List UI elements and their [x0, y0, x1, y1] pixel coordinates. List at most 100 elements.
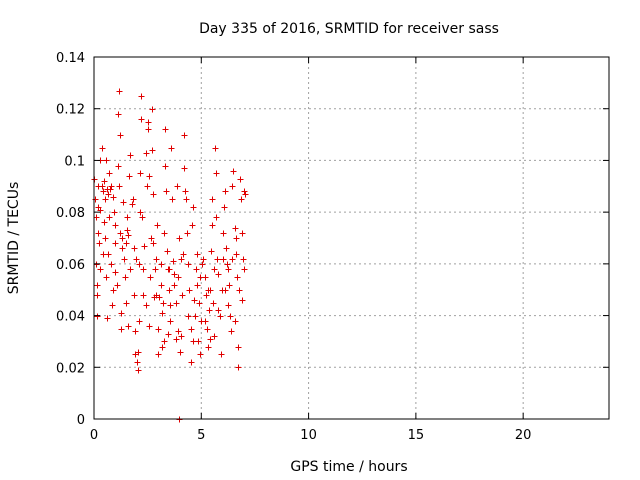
data-point: [209, 222, 216, 229]
data-point: [162, 126, 169, 133]
data-point: [125, 232, 132, 239]
data-point: [167, 318, 174, 325]
data-point: [196, 300, 203, 307]
plot-frame: [93, 56, 610, 420]
data-point: [105, 251, 112, 258]
data-point: [215, 307, 222, 314]
data-point: [218, 351, 225, 358]
x-axis-label: GPS time / hours: [290, 459, 407, 475]
data-point: [161, 230, 168, 237]
data-point: [155, 326, 162, 333]
data-point: [147, 274, 154, 281]
data-point: [220, 256, 227, 263]
data-point: [182, 188, 189, 195]
data-point: [160, 300, 167, 307]
data-point: [108, 261, 115, 268]
data-point: [230, 168, 237, 175]
data-point: [202, 318, 209, 325]
data-point: [146, 323, 153, 330]
data-point: [202, 274, 209, 281]
data-point: [199, 261, 206, 268]
data-point: [204, 326, 211, 333]
data-point: [171, 282, 178, 289]
data-point: [131, 245, 138, 252]
data-point: [186, 287, 193, 294]
data-point: [165, 266, 172, 273]
y-axis-label: SRMTID / TECUs: [6, 182, 22, 295]
data-point: [197, 351, 204, 358]
data-point: [242, 191, 249, 198]
data-point: [190, 338, 197, 345]
chart-title: Day 335 of 2016, SRMTID for receiver sas…: [199, 21, 499, 37]
data-point: [222, 287, 229, 294]
data-point: [145, 126, 152, 133]
y-tick-label: 0.04: [56, 310, 85, 325]
x-tick-label: 10: [300, 428, 317, 443]
data-point: [205, 287, 212, 294]
data-point: [136, 318, 143, 325]
data-point: [97, 266, 104, 273]
x-tick-label: 0: [90, 428, 98, 443]
data-point: [189, 222, 196, 229]
data-point: [119, 245, 126, 252]
data-point: [161, 338, 168, 345]
data-point: [150, 191, 157, 198]
data-point: [117, 132, 124, 139]
data-point: [210, 300, 217, 307]
data-point: [158, 261, 165, 268]
data-point: [141, 243, 148, 250]
data-point: [119, 235, 126, 242]
data-point: [179, 292, 186, 299]
data-point: [175, 274, 182, 281]
data-point: [112, 222, 119, 229]
data-point: [143, 302, 150, 309]
data-point: [212, 145, 219, 152]
data-point: [188, 359, 195, 366]
data-point: [109, 302, 116, 309]
data-point: [94, 282, 101, 289]
data-point: [194, 282, 201, 289]
data-point: [104, 315, 111, 322]
data-point: [229, 183, 236, 190]
data-point: [240, 256, 247, 263]
x-tick-label: 20: [515, 428, 532, 443]
x-tick-label: 5: [197, 428, 205, 443]
y-tick-label: 0.14: [56, 51, 85, 66]
y-tick-label: 0.1: [64, 154, 85, 169]
data-point: [110, 194, 117, 201]
data-point: [125, 323, 132, 330]
data-point: [181, 132, 188, 139]
data-point: [120, 199, 127, 206]
data-point: [96, 240, 103, 247]
data-point: [173, 300, 180, 307]
data-point: [158, 282, 165, 289]
data-point: [214, 256, 221, 263]
data-point: [175, 328, 182, 335]
data-point: [115, 111, 122, 118]
data-point: [207, 336, 214, 343]
data-point: [138, 116, 145, 123]
data-point: [130, 196, 137, 203]
data-point: [112, 269, 119, 276]
data-point: [213, 214, 220, 221]
y-tick-label: 0: [77, 413, 85, 428]
data-point: [136, 261, 143, 268]
data-point: [129, 201, 136, 208]
data-point: [169, 196, 176, 203]
data-point: [233, 235, 240, 242]
data-point: [167, 302, 174, 309]
data-point: [123, 240, 130, 247]
data-point: [95, 230, 102, 237]
data-point: [137, 170, 144, 177]
data-point: [146, 173, 153, 180]
data-point: [99, 145, 106, 152]
data-point: [107, 186, 114, 193]
data-point: [178, 256, 185, 263]
data-point: [118, 326, 125, 333]
data-point: [116, 183, 123, 190]
data-point: [225, 302, 232, 309]
data-point: [152, 266, 159, 273]
data-point: [115, 163, 122, 170]
data-point: [237, 176, 244, 183]
data-point: [97, 207, 104, 214]
